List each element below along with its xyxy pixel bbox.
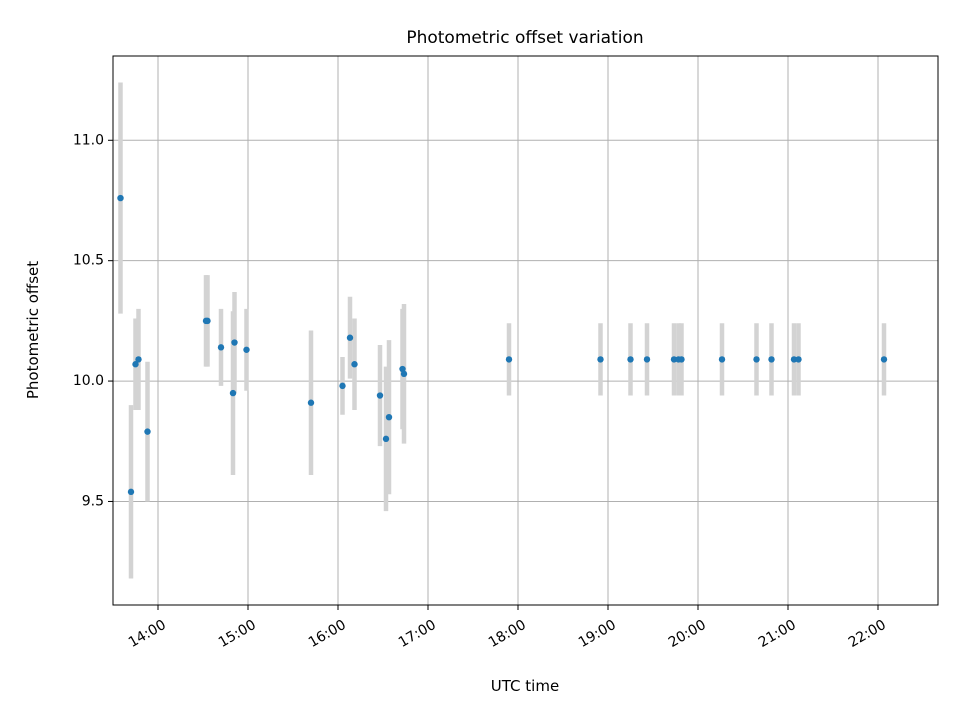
data-point xyxy=(880,356,888,363)
data-point xyxy=(339,382,346,390)
data-point xyxy=(643,356,651,363)
data-point xyxy=(753,356,760,363)
data-point xyxy=(670,356,678,363)
y-tick-label: 9.5 xyxy=(82,493,104,509)
data-point xyxy=(400,370,408,378)
y-tick-label: 11.0 xyxy=(73,132,104,148)
data-point xyxy=(505,356,513,363)
data-point xyxy=(243,346,250,353)
data-point xyxy=(795,356,802,363)
data-point xyxy=(627,356,634,363)
data-point xyxy=(307,399,315,406)
data-point xyxy=(229,389,237,397)
data-point xyxy=(144,428,151,435)
data-point xyxy=(399,365,406,373)
data-point xyxy=(597,356,604,363)
y-tick-label: 10.0 xyxy=(73,373,104,389)
data-point xyxy=(231,339,238,346)
data-point xyxy=(351,361,358,368)
data-point xyxy=(217,344,225,351)
data-point xyxy=(768,356,775,363)
data-point xyxy=(678,356,685,363)
data-point xyxy=(346,334,354,341)
data-point xyxy=(382,435,390,443)
data-point xyxy=(376,392,384,399)
x-axis-label: UTC time xyxy=(491,677,559,695)
chart-title: Photometric offset variation xyxy=(406,28,643,48)
data-point xyxy=(718,356,726,363)
data-point xyxy=(117,194,124,202)
data-point xyxy=(204,317,211,325)
data-points xyxy=(117,194,888,496)
grid xyxy=(113,56,938,605)
data-point xyxy=(790,356,798,363)
data-point xyxy=(127,488,135,496)
y-axis-label: Photometric offset xyxy=(24,261,42,399)
data-point xyxy=(135,356,142,363)
data-point xyxy=(132,361,139,368)
y-tick-label: 10.5 xyxy=(73,253,104,269)
plot-area-frame xyxy=(112,55,939,606)
data-point xyxy=(385,413,393,421)
